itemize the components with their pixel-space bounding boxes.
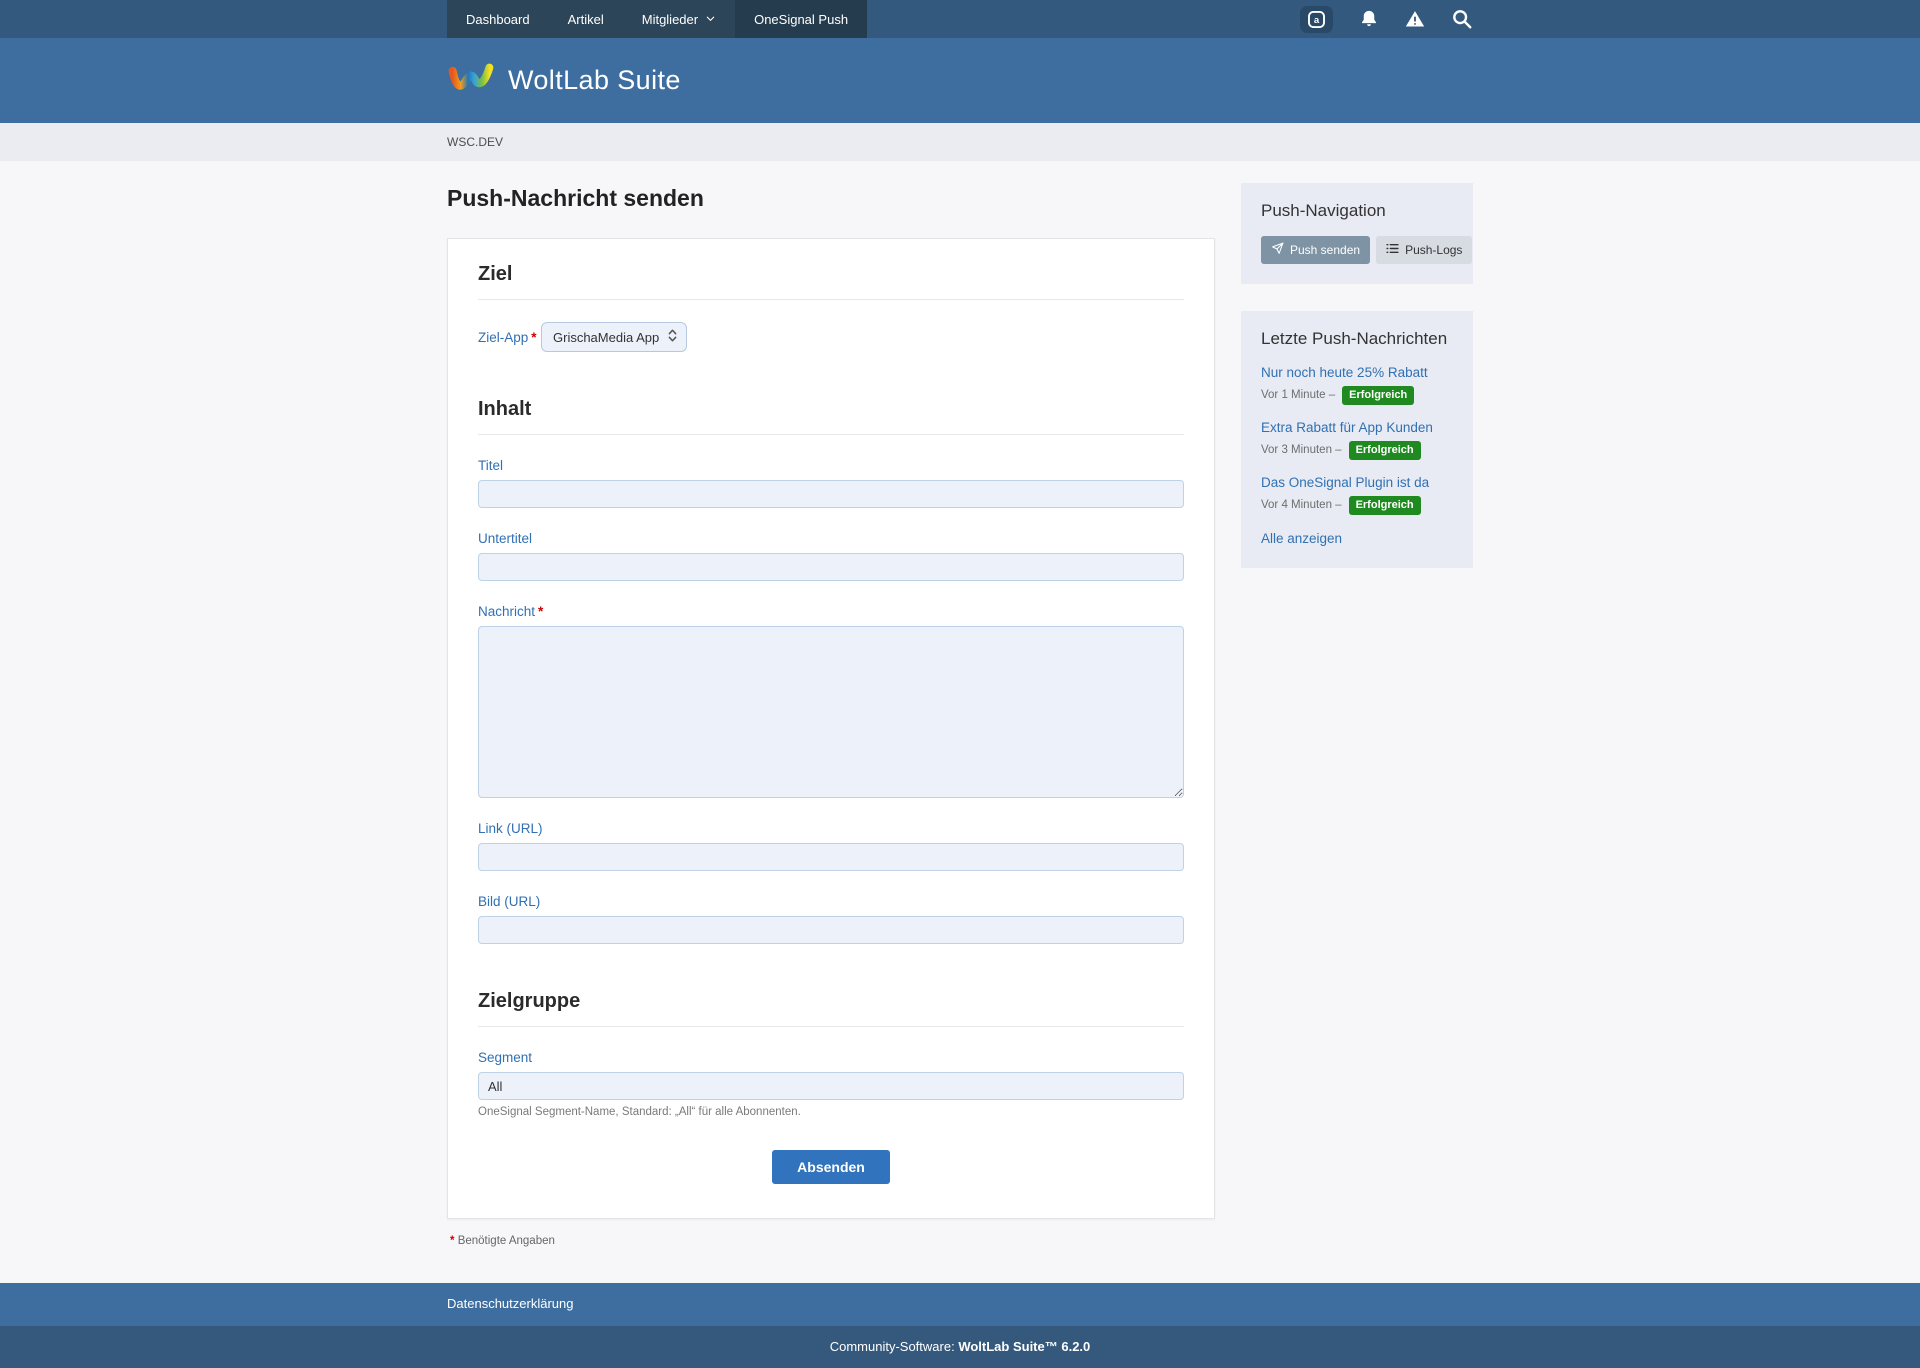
required-marker: * [450,1235,455,1247]
recent-push-box: Letzte Push-Nachrichten Nur noch heute 2… [1241,311,1473,568]
push-message-link[interactable]: Das OneSignal Plugin ist da [1261,474,1430,490]
select-updown-icon [668,328,677,346]
app-icon[interactable]: a [1300,5,1333,33]
show-all-link[interactable]: Alle anzeigen [1261,530,1343,546]
push-message-meta: Vor 1 Minute – Erfolgreich [1261,386,1453,405]
push-senden-button[interactable]: Push senden [1261,236,1371,264]
bild-url-label: Bild (URL) [478,894,541,909]
bild-url-input[interactable] [478,916,1184,944]
recent-push-title: Letzte Push-Nachrichten [1261,329,1448,348]
brand-title: WoltLab Suite [508,65,681,95]
push-navigation-box: Push-Navigation Push senden [1241,183,1473,284]
required-marker: * [538,604,544,619]
nav-item-label: Artikel [567,11,604,27]
site-logo[interactable]: WoltLab Suite [447,58,681,103]
nachricht-label: Nachricht * [478,604,544,619]
page-title: Push-Nachricht senden [447,185,704,211]
link-url-input[interactable] [478,843,1184,871]
untertitel-input[interactable] [478,553,1184,581]
push-message-time: Vor 1 Minute – [1261,389,1336,402]
push-senden-label: Push senden [1290,243,1361,257]
nav-item-dashboard[interactable]: Dashboard [447,0,549,38]
nav-item-label: OneSignal Push [754,11,849,27]
field-ziel-app: Ziel-App * GrischaMedia App [478,322,1184,352]
field-link-url: Link (URL) [478,820,1184,871]
nav-item-mitglieder[interactable]: Mitglieder [623,0,735,38]
list-item: Nur noch heute 25% Rabatt Vor 1 Minute –… [1261,364,1453,405]
push-logs-label: Push-Logs [1405,243,1463,257]
field-titel: Titel [478,457,1184,508]
titel-input[interactable] [478,480,1184,508]
page-header: WoltLab Suite [0,38,1920,123]
status-badge: Erfolgreich [1342,386,1415,405]
breadcrumb[interactable]: WSC.DEV [447,135,504,149]
untertitel-label: Untertitel [478,531,533,546]
footer-link-bar: Datenschutzerklärung [0,1283,1920,1326]
push-message-link[interactable]: Nur noch heute 25% Rabatt [1261,365,1428,380]
push-form-card: Ziel Ziel-App * GrischaMedia App [447,238,1215,1219]
absenden-button[interactable]: Absenden [772,1150,890,1184]
push-message-time: Vor 4 Minuten – [1261,499,1342,512]
nav-item-label: Mitglieder [641,11,699,27]
ziel-app-selected-value: GrischaMedia App [553,329,660,345]
moderation-warning-icon[interactable] [1405,9,1425,29]
push-message-meta: Vor 4 Minuten – Erfolgreich [1261,495,1453,515]
nav-item-onesignal-push[interactable]: OneSignal Push [735,0,868,38]
push-logs-button[interactable]: Push-Logs [1376,236,1473,264]
copyright-prefix: Community-Software: [829,1339,959,1354]
topbar-icon-group: a [1300,0,1473,38]
ziel-app-select[interactable]: GrischaMedia App [541,322,688,352]
svg-text:a: a [1314,15,1320,26]
required-marker: * [531,329,537,345]
section-heading-ziel: Ziel [478,263,1184,300]
push-navigation-buttons: Push senden Push-Logs [1261,236,1473,264]
segment-help-text: OneSignal Segment-Name, Standard: „All“ … [478,1106,801,1118]
link-url-label: Link (URL) [478,821,543,836]
required-note: * Benötigte Angaben [447,1235,1215,1247]
push-navigation-title: Push-Navigation [1261,201,1386,220]
status-badge: Erfolgreich [1348,495,1421,515]
breadcrumb-bar: WSC.DEV [0,123,1920,161]
segment-input[interactable] [478,1072,1184,1100]
submit-row: Absenden [478,1150,1184,1184]
list-item: Das OneSignal Plugin ist da Vor 4 Minute… [1261,474,1453,515]
push-message-link[interactable]: Extra Rabatt für App Kunden [1261,419,1433,435]
nachricht-textarea[interactable] [478,626,1184,798]
push-message-meta: Vor 3 Minuten – Erfolgreich [1261,440,1453,460]
section-inhalt: Inhalt Titel Untertitel Nachricht * [478,398,1184,944]
segment-label: Segment [478,1050,533,1065]
required-note-text: Benötigte Angaben [457,1235,555,1247]
status-badge: Erfolgreich [1348,440,1421,460]
content-column: Push-Nachricht senden Ziel Ziel-App * Gri… [447,183,1215,1247]
footer-copyright-bar: Community-Software: WoltLab Suite™ 6.2.0 [0,1326,1920,1368]
notifications-bell-icon[interactable] [1359,9,1379,29]
search-icon[interactable] [1451,8,1473,30]
woltlab-logo-icon [447,58,495,103]
section-heading-inhalt: Inhalt [478,398,1184,435]
section-ziel: Ziel Ziel-App * GrischaMedia App [478,263,1184,352]
field-bild-url: Bild (URL) [478,893,1184,944]
list-item: Extra Rabatt für App Kunden Vor 3 Minute… [1261,419,1453,460]
section-zielgruppe: Zielgruppe Segment OneSignal Segment-Nam… [478,990,1184,1118]
field-segment: Segment OneSignal Segment-Name, Standard… [478,1049,1184,1118]
push-message-time: Vor 3 Minuten – [1261,444,1342,457]
top-navigation-bar: Dashboard Artikel Mitglieder OneSignal P… [0,0,1920,38]
nav-item-label: Dashboard [466,11,530,27]
sidebar: Push-Navigation Push senden [1241,183,1473,595]
chevron-down-icon [705,12,716,27]
paper-plane-icon [1271,242,1284,258]
titel-label: Titel [478,458,504,473]
main-menu: Dashboard Artikel Mitglieder OneSignal P… [447,0,868,38]
ziel-app-label: Ziel-App * [478,329,537,345]
list-icon [1386,242,1399,258]
main-content: Push-Nachricht senden Ziel Ziel-App * Gri… [0,161,1920,1283]
field-untertitel: Untertitel [478,530,1184,581]
nav-item-artikel[interactable]: Artikel [549,0,623,38]
copyright-product: WoltLab Suite™ 6.2.0 [958,1339,1091,1354]
privacy-policy-link[interactable]: Datenschutzerklärung [447,1296,574,1311]
field-nachricht: Nachricht * [478,603,1184,798]
section-heading-zielgruppe: Zielgruppe [478,990,1184,1027]
